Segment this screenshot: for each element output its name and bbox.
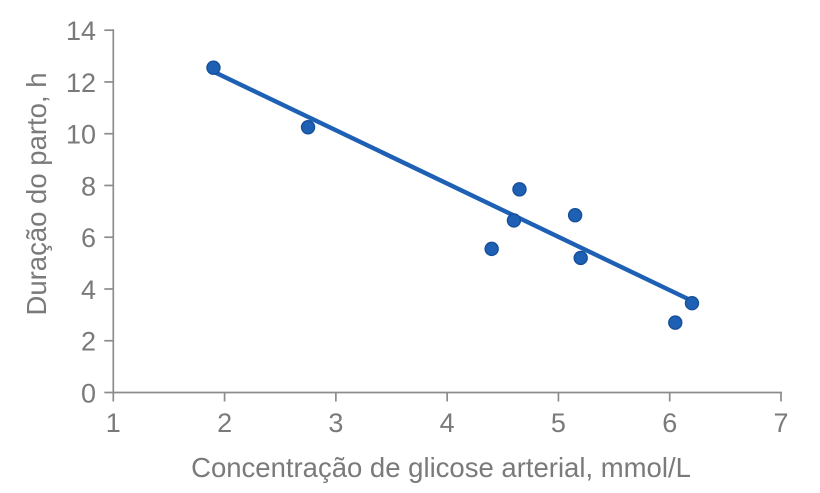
y-tick-label: 6 bbox=[81, 223, 96, 253]
data-point bbox=[512, 182, 527, 197]
x-tick-label: 1 bbox=[106, 408, 121, 438]
y-tick-label: 14 bbox=[66, 16, 96, 46]
data-point bbox=[506, 213, 522, 228]
y-tick-label: 12 bbox=[66, 68, 96, 98]
y-tick-label: 4 bbox=[81, 275, 96, 305]
y-tick-label: 0 bbox=[81, 379, 96, 409]
data-point bbox=[300, 120, 316, 135]
data-point bbox=[573, 250, 588, 266]
data-point bbox=[567, 208, 583, 223]
x-tick-label: 2 bbox=[217, 408, 232, 438]
x-tick-label: 6 bbox=[662, 408, 677, 438]
x-tick-label: 4 bbox=[440, 408, 455, 438]
x-tick-label: 5 bbox=[551, 408, 566, 438]
data-point bbox=[206, 60, 221, 75]
x-tick-label: 7 bbox=[773, 408, 788, 438]
y-tick-label: 10 bbox=[66, 120, 96, 150]
trend-line bbox=[211, 69, 697, 305]
x-tick-label: 3 bbox=[328, 408, 343, 438]
y-tick-label: 8 bbox=[81, 171, 96, 201]
y-tick-label: 2 bbox=[81, 327, 96, 357]
x-axis-title: Concentração de glicose arterial, mmol/L bbox=[191, 452, 691, 483]
data-point bbox=[668, 315, 683, 330]
data-point bbox=[484, 241, 499, 257]
y-axis-title: Duração do parto, h bbox=[21, 72, 52, 315]
data-point bbox=[684, 296, 700, 311]
